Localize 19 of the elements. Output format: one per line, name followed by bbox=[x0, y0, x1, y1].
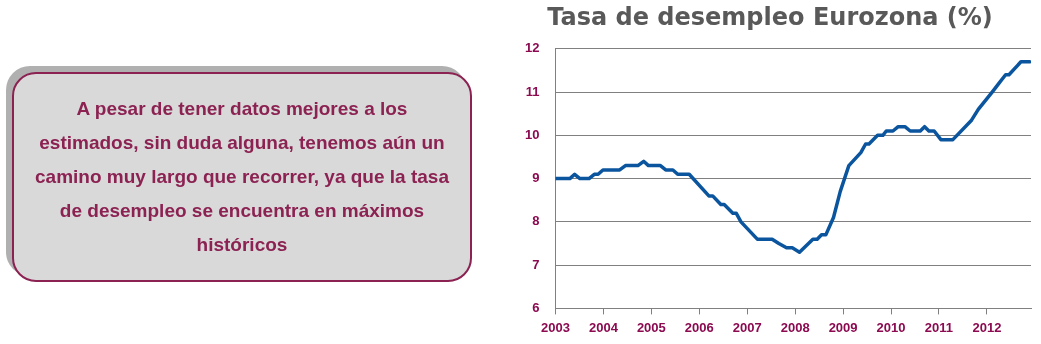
x-tick-label: 2005 bbox=[636, 319, 666, 335]
y-tick-label: 8 bbox=[532, 213, 540, 229]
y-tick-label: 12 bbox=[524, 40, 540, 56]
x-tick-label: 2006 bbox=[684, 319, 714, 335]
x-tick-label: 2004 bbox=[588, 319, 619, 335]
x-tick-label: 2012 bbox=[972, 319, 1002, 335]
text: A pesar de tener datos mejores a los estimados, sin duda alguna, tenemos aún un camino muy largo que recorrer, ya que la tasa de desempleo se encuentra en máximos históricos bbox=[12, 72, 472, 282]
x-tick-label: 2008 bbox=[780, 319, 810, 335]
x-tick-label: 2007 bbox=[732, 319, 762, 335]
x-tick-label: 2011 bbox=[924, 319, 954, 335]
y-tick-label: 11 bbox=[525, 83, 540, 99]
x-tick-label: 2003 bbox=[541, 319, 570, 335]
y-tick-label: 6 bbox=[532, 299, 540, 315]
chart-title: Tasa de desempleo Eurozona (%) bbox=[547, 2, 993, 31]
x-tick-label: 2010 bbox=[876, 319, 906, 335]
y-tick-label: 10 bbox=[524, 126, 540, 142]
y-tick-label: 7 bbox=[532, 256, 540, 272]
x-tick-label: 2009 bbox=[828, 319, 858, 335]
y-tick-label: 9 bbox=[532, 170, 540, 186]
